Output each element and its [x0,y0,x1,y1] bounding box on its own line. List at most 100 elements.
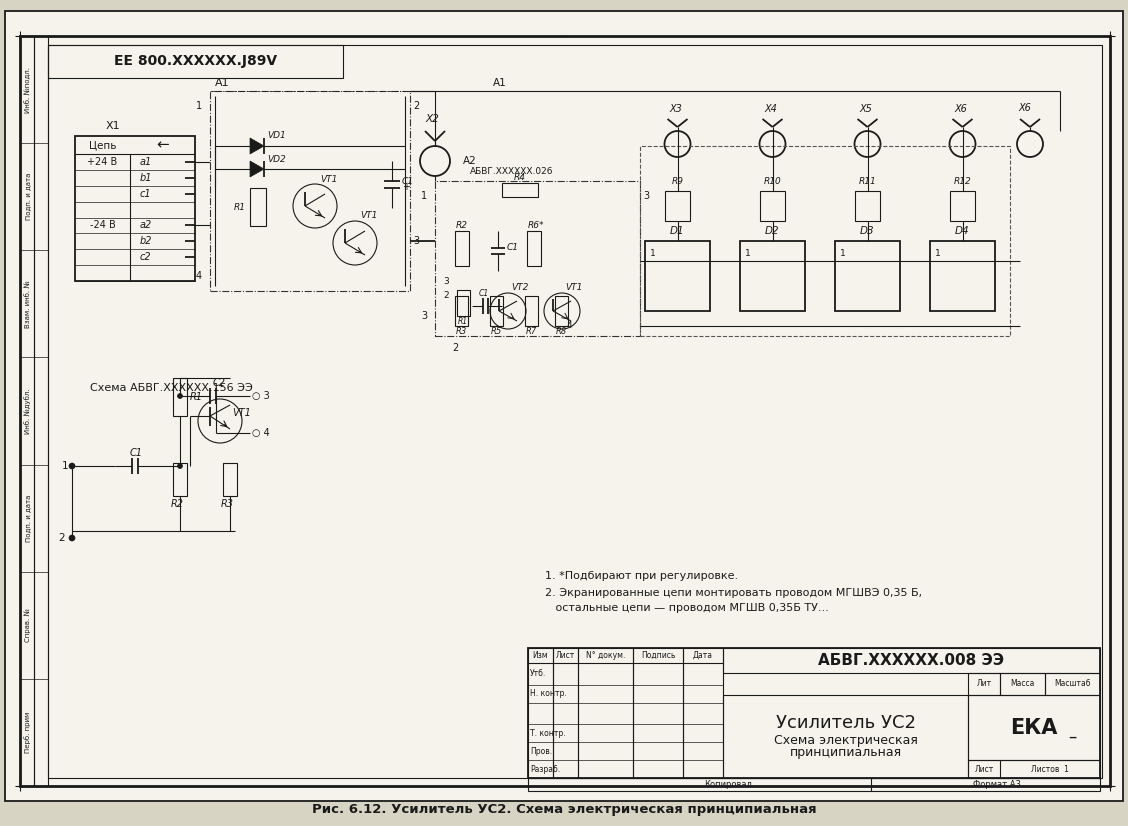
Bar [457,290,470,316]
Text: R7: R7 [526,326,537,335]
Bar [528,648,1100,778]
Bar [968,673,1001,695]
Bar [968,760,1100,778]
Text: 3: 3 [421,311,428,321]
Bar [49,45,343,78]
Bar [740,241,805,311]
Bar [1045,673,1100,695]
Text: Схема электрическая: Схема электрическая [774,734,917,747]
Circle shape [177,463,183,468]
Text: Изм: Изм [532,651,548,660]
Bar [455,231,469,266]
Bar [645,241,710,311]
Text: a2: a2 [140,221,152,230]
Text: R11: R11 [858,177,876,186]
Bar [968,695,1100,760]
Text: Лист: Лист [556,651,575,660]
Text: C1: C1 [130,448,143,458]
Text: b1: b1 [140,173,152,183]
Text: R6*: R6* [528,221,545,230]
Text: R8: R8 [555,326,566,335]
Text: Копировал: Копировал [704,780,752,789]
Text: R9: R9 [671,177,684,186]
Text: X5: X5 [860,104,872,114]
Text: Подпись: Подпись [641,651,676,660]
Text: R2: R2 [456,221,468,230]
Text: А1: А1 [215,78,230,88]
Text: ○ 3: ○ 3 [252,391,270,401]
Text: Т. контр.: Т. контр. [530,729,565,738]
Text: b2: b2 [140,236,152,246]
Text: R1: R1 [190,392,203,402]
Text: R3: R3 [221,499,233,509]
Text: Масштаб: Масштаб [1055,680,1091,689]
Text: R12: R12 [953,177,971,186]
Text: ○ 4: ○ 4 [252,428,270,438]
Bar [723,695,968,778]
Text: X6: X6 [1019,103,1031,113]
Bar [525,296,538,326]
Text: ЕЕ 800.XXXXXX.J89V: ЕЕ 800.XXXXXX.J89V [114,55,277,69]
Bar [173,463,187,496]
Bar [640,146,1010,336]
Text: Цепь: Цепь [89,140,117,150]
Text: Взам. инб. №: Взам. инб. № [25,280,30,328]
Text: X1: X1 [106,121,121,131]
Text: Пров.: Пров. [530,747,552,756]
Text: X2: X2 [425,114,439,124]
Text: Лист: Лист [975,765,994,773]
Bar [578,648,633,778]
Text: D3: D3 [861,226,875,236]
Bar [553,648,578,778]
Bar [528,648,553,778]
Bar [34,36,49,786]
Text: a1: a1 [140,157,152,167]
Text: VD2: VD2 [267,154,285,164]
Bar [435,181,640,336]
Text: Рис. 6.12. Усилитель УС2. Схема электрическая принципиальная: Рис. 6.12. Усилитель УС2. Схема электрич… [311,804,817,816]
Text: принципиальная: принципиальная [790,746,901,759]
Bar [528,778,1100,791]
Bar [20,36,34,786]
Text: 3: 3 [413,236,420,246]
Text: А2: А2 [464,156,477,166]
Bar [527,231,541,266]
Text: 2: 2 [443,292,449,301]
Text: X3: X3 [670,104,682,114]
Bar [723,648,1100,673]
Text: остальные цепи — проводом МГШВ 0,35Б ТУ...: остальные цепи — проводом МГШВ 0,35Б ТУ.… [545,603,829,613]
Text: 3: 3 [443,277,449,286]
Text: Подп. и дата: Подп. и дата [25,173,30,221]
Text: D1: D1 [670,226,685,236]
Text: 3: 3 [643,191,649,201]
Text: VT1: VT1 [360,211,378,221]
Bar [633,648,682,778]
Bar [1001,673,1045,695]
Text: 1: 1 [935,249,941,258]
Text: VD1: VD1 [267,131,285,140]
Circle shape [177,393,183,398]
Text: VT1: VT1 [565,283,582,292]
Text: Утб.: Утб. [530,670,546,678]
Bar [173,378,187,416]
Text: D4: D4 [955,226,970,236]
Text: 4: 4 [196,271,202,281]
Text: 1: 1 [61,461,68,471]
Circle shape [69,463,74,469]
Bar [555,296,569,326]
Text: АБВГ.XXXXXX.008 ЭЭ: АБВГ.XXXXXX.008 ЭЭ [819,653,1005,668]
Text: Усилитель УС2: Усилитель УС2 [776,714,916,732]
Bar [490,296,503,326]
Text: C1: C1 [506,244,519,253]
Text: R1: R1 [233,202,246,211]
Text: Инб. №дубл.: Инб. №дубл. [25,388,32,434]
Text: R3: R3 [456,326,467,335]
Text: 2. Экранированные цепи монтировать проводом МГШВЭ 0,35 Б,: 2. Экранированные цепи монтировать прово… [545,588,922,598]
Text: Масса: Масса [1011,680,1034,689]
Circle shape [69,535,74,541]
Text: -24 В: -24 В [89,221,115,230]
Text: N° докум.: N° докум. [585,651,625,660]
Text: X4: X4 [765,104,777,114]
Polygon shape [250,161,264,177]
Text: 2: 2 [452,343,458,353]
